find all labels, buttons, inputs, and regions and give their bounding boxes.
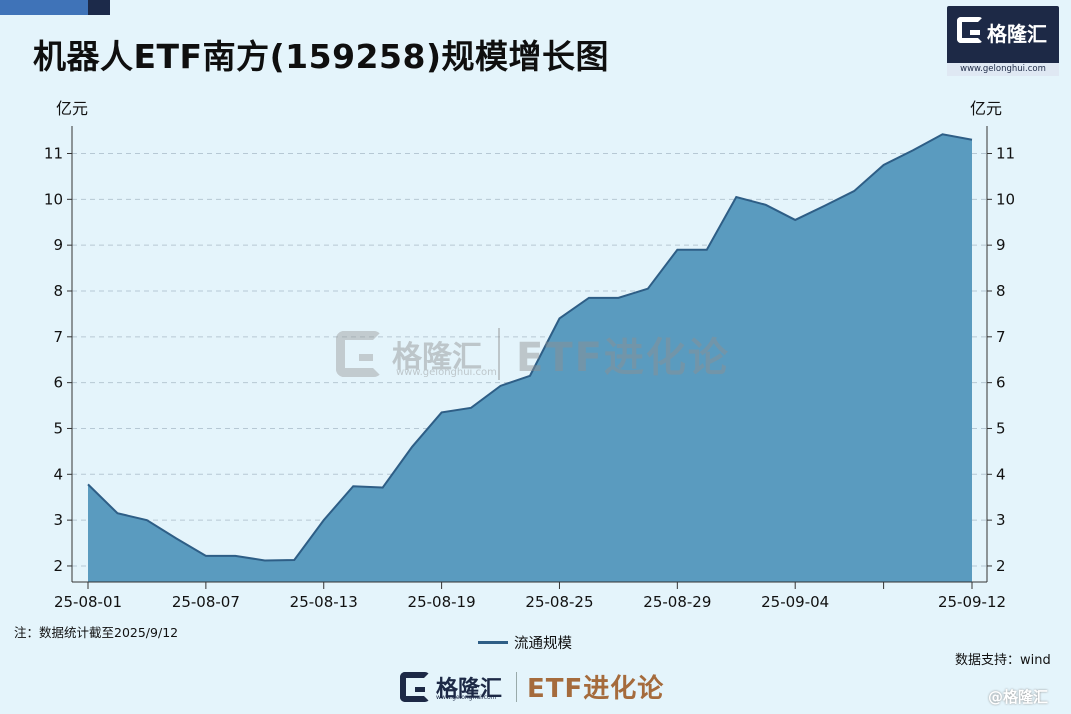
watermark-logo-icon — [336, 331, 382, 377]
footer-separator — [516, 671, 518, 702]
watermark-name: 格隆汇 — [392, 340, 482, 375]
data-note: 注：数据统计截至2025/9/12 — [14, 625, 179, 640]
y-tick-label-right: 11 — [996, 144, 1015, 162]
top-accent-block-dark — [88, 0, 110, 15]
x-tick-label: 25-09-12 — [938, 593, 1006, 611]
x-tick-label: 25-08-01 — [54, 593, 122, 611]
footer-brand-name: 格隆汇 — [436, 676, 503, 702]
x-tick-label: 25-08-19 — [408, 593, 476, 611]
chart-title: 机器人ETF南方(159258)规模增长图 — [33, 37, 610, 76]
y-tick-label-left: 11 — [44, 144, 63, 162]
y-tick-label-left: 10 — [44, 190, 63, 208]
y-tick-label-right: 3 — [996, 511, 1006, 529]
y-tick-label-right: 2 — [996, 557, 1006, 575]
y-tick-label-right: 9 — [996, 236, 1006, 254]
right-axis-unit: 亿元 — [970, 99, 1003, 118]
corner-watermark: @格隆汇 — [988, 688, 1049, 706]
legend-swatch — [478, 641, 508, 644]
watermark-slogan: ETF进化论 — [516, 335, 730, 381]
y-tick-label-right: 4 — [996, 465, 1006, 483]
area-fill — [88, 134, 972, 582]
y-tick-label-right: 7 — [996, 328, 1006, 346]
y-tick-label-left: 2 — [53, 557, 63, 575]
x-tick-label: 25-08-07 — [172, 593, 240, 611]
x-tick-label: 25-09-04 — [761, 593, 829, 611]
gelonghui-logo-icon — [957, 17, 983, 43]
watermark-separator — [498, 328, 500, 380]
x-tick-label: 25-08-13 — [290, 593, 358, 611]
y-tick-label-left: 9 — [53, 236, 63, 254]
brand-name: 格隆汇 — [987, 22, 1047, 46]
series-line — [87, 133, 973, 562]
y-tick-label-right: 5 — [996, 419, 1006, 437]
legend: 流通规模 — [478, 632, 572, 653]
footer-slogan: ETF进化论 — [527, 674, 665, 704]
x-tick-label: 25-08-25 — [525, 593, 593, 611]
y-tick-label-right: 6 — [996, 374, 1006, 392]
y-tick-label-left: 5 — [53, 419, 63, 437]
y-tick-label-right: 8 — [996, 282, 1006, 300]
legend-label: 流通规模 — [514, 636, 572, 652]
footer-url: www.gelonghui.com — [436, 694, 497, 701]
brand-logo-box: 格隆汇 www.gelonghui.com — [947, 6, 1059, 76]
y-tick-label-left: 7 — [53, 328, 63, 346]
footer-logo-icon — [400, 671, 430, 702]
left-axis-unit: 亿元 — [56, 99, 89, 118]
data-source: 数据支持：wind — [955, 653, 1051, 668]
y-tick-label-left: 3 — [53, 511, 63, 529]
x-tick-label: 25-08-29 — [643, 593, 711, 611]
y-tick-label-left: 4 — [53, 465, 63, 483]
top-accent-block — [0, 0, 88, 15]
watermark: 格隆汇 www.gelonghui.com ETF进化论 — [336, 325, 730, 383]
brand-url: www.gelonghui.com — [947, 63, 1059, 76]
y-tick-label-left: 6 — [53, 374, 63, 392]
footer-logo: 格隆汇 www.gelonghui.com ETF进化论 — [400, 668, 664, 705]
y-tick-label-left: 8 — [53, 282, 63, 300]
watermark-url: www.gelonghui.com — [396, 367, 497, 378]
y-tick-label-right: 10 — [996, 190, 1015, 208]
